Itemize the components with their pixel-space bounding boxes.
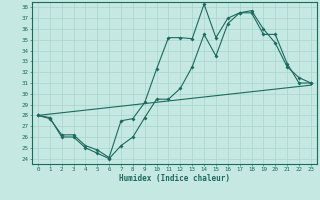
X-axis label: Humidex (Indice chaleur): Humidex (Indice chaleur)	[119, 174, 230, 183]
